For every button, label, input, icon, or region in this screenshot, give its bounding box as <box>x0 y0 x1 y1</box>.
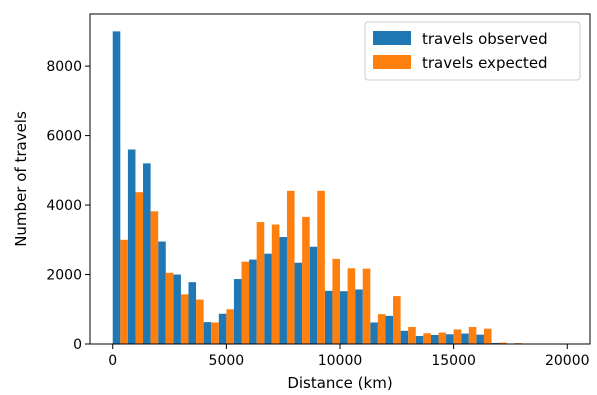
y-tick-label-1: 2000 <box>46 268 82 284</box>
bar-observed-24 <box>476 335 484 344</box>
bar-observed-6 <box>204 322 212 344</box>
bar-observed-20 <box>416 336 424 344</box>
bar-expected-21 <box>438 333 446 344</box>
bar-expected-9 <box>257 222 265 344</box>
legend-label-observed: travels observed <box>422 30 548 48</box>
bar-expected-2 <box>151 211 159 344</box>
bar-expected-5 <box>196 300 204 344</box>
bar-observed-16 <box>355 289 363 344</box>
bar-observed-0 <box>113 31 121 344</box>
bar-expected-13 <box>317 191 325 344</box>
bar-expected-11 <box>287 191 295 344</box>
x-axis-ticks: 0 5000 10000 15000 20000 <box>108 344 589 369</box>
bar-expected-22 <box>454 329 462 344</box>
bar-observed-3 <box>158 242 166 344</box>
y-axis-label: Number of travels <box>12 111 30 247</box>
bar-observed-22 <box>446 334 454 344</box>
bar-observed-17 <box>370 322 378 344</box>
legend: travels observed travels expected <box>365 22 580 80</box>
bar-observed-1 <box>128 149 136 344</box>
bar-expected-24 <box>484 329 492 344</box>
bar-observed-8 <box>234 279 242 344</box>
y-tick-label-4: 8000 <box>46 59 82 75</box>
bar-expected-17 <box>378 314 386 344</box>
x-axis-label: Distance (km) <box>287 374 392 391</box>
bar-expected-23 <box>469 327 477 344</box>
bar-expected-20 <box>423 333 431 344</box>
bar-expected-18 <box>393 296 401 344</box>
bar-observed-15 <box>340 291 348 344</box>
bar-expected-10 <box>272 225 280 344</box>
bar-expected-1 <box>135 192 143 344</box>
x-tick-label-0: 0 <box>108 353 117 369</box>
legend-label-expected: travels expected <box>422 54 548 72</box>
bar-observed-13 <box>310 247 318 344</box>
bar-expected-6 <box>211 322 219 344</box>
bar-observed-10 <box>264 254 272 344</box>
x-tick-label-1: 5000 <box>209 353 245 369</box>
y-tick-label-2: 4000 <box>46 198 82 214</box>
y-tick-label-3: 6000 <box>46 129 82 145</box>
x-tick-label-4: 20000 <box>545 353 590 369</box>
bar-observed-18 <box>385 316 393 344</box>
y-axis-ticks: 0 2000 4000 6000 8000 <box>46 59 90 353</box>
bar-observed-5 <box>188 282 196 344</box>
bar-observed-4 <box>173 275 181 344</box>
legend-swatch-expected <box>373 55 411 69</box>
legend-swatch-observed <box>373 31 411 45</box>
bar-expected-0 <box>120 240 128 344</box>
bar-observed-23 <box>461 334 469 344</box>
bar-observed-2 <box>143 163 151 344</box>
bar-expected-14 <box>332 259 340 344</box>
bar-expected-12 <box>302 217 310 344</box>
bar-expected-3 <box>166 273 174 344</box>
bar-expected-15 <box>348 268 356 344</box>
bar-expected-16 <box>363 269 371 344</box>
x-tick-label-2: 10000 <box>318 353 363 369</box>
bar-observed-21 <box>431 335 439 344</box>
bar-expected-4 <box>181 294 189 344</box>
bar-expected-19 <box>408 327 416 344</box>
bar-observed-7 <box>219 314 227 344</box>
bar-expected-8 <box>242 262 250 344</box>
bar-observed-14 <box>325 291 333 344</box>
bar-observed-12 <box>295 263 303 344</box>
x-tick-label-3: 15000 <box>431 353 476 369</box>
y-tick-label-0: 0 <box>73 337 82 353</box>
bar-observed-11 <box>279 237 287 344</box>
bar-observed-19 <box>401 331 409 344</box>
bar-observed-9 <box>249 260 257 344</box>
bar-expected-7 <box>226 309 234 344</box>
